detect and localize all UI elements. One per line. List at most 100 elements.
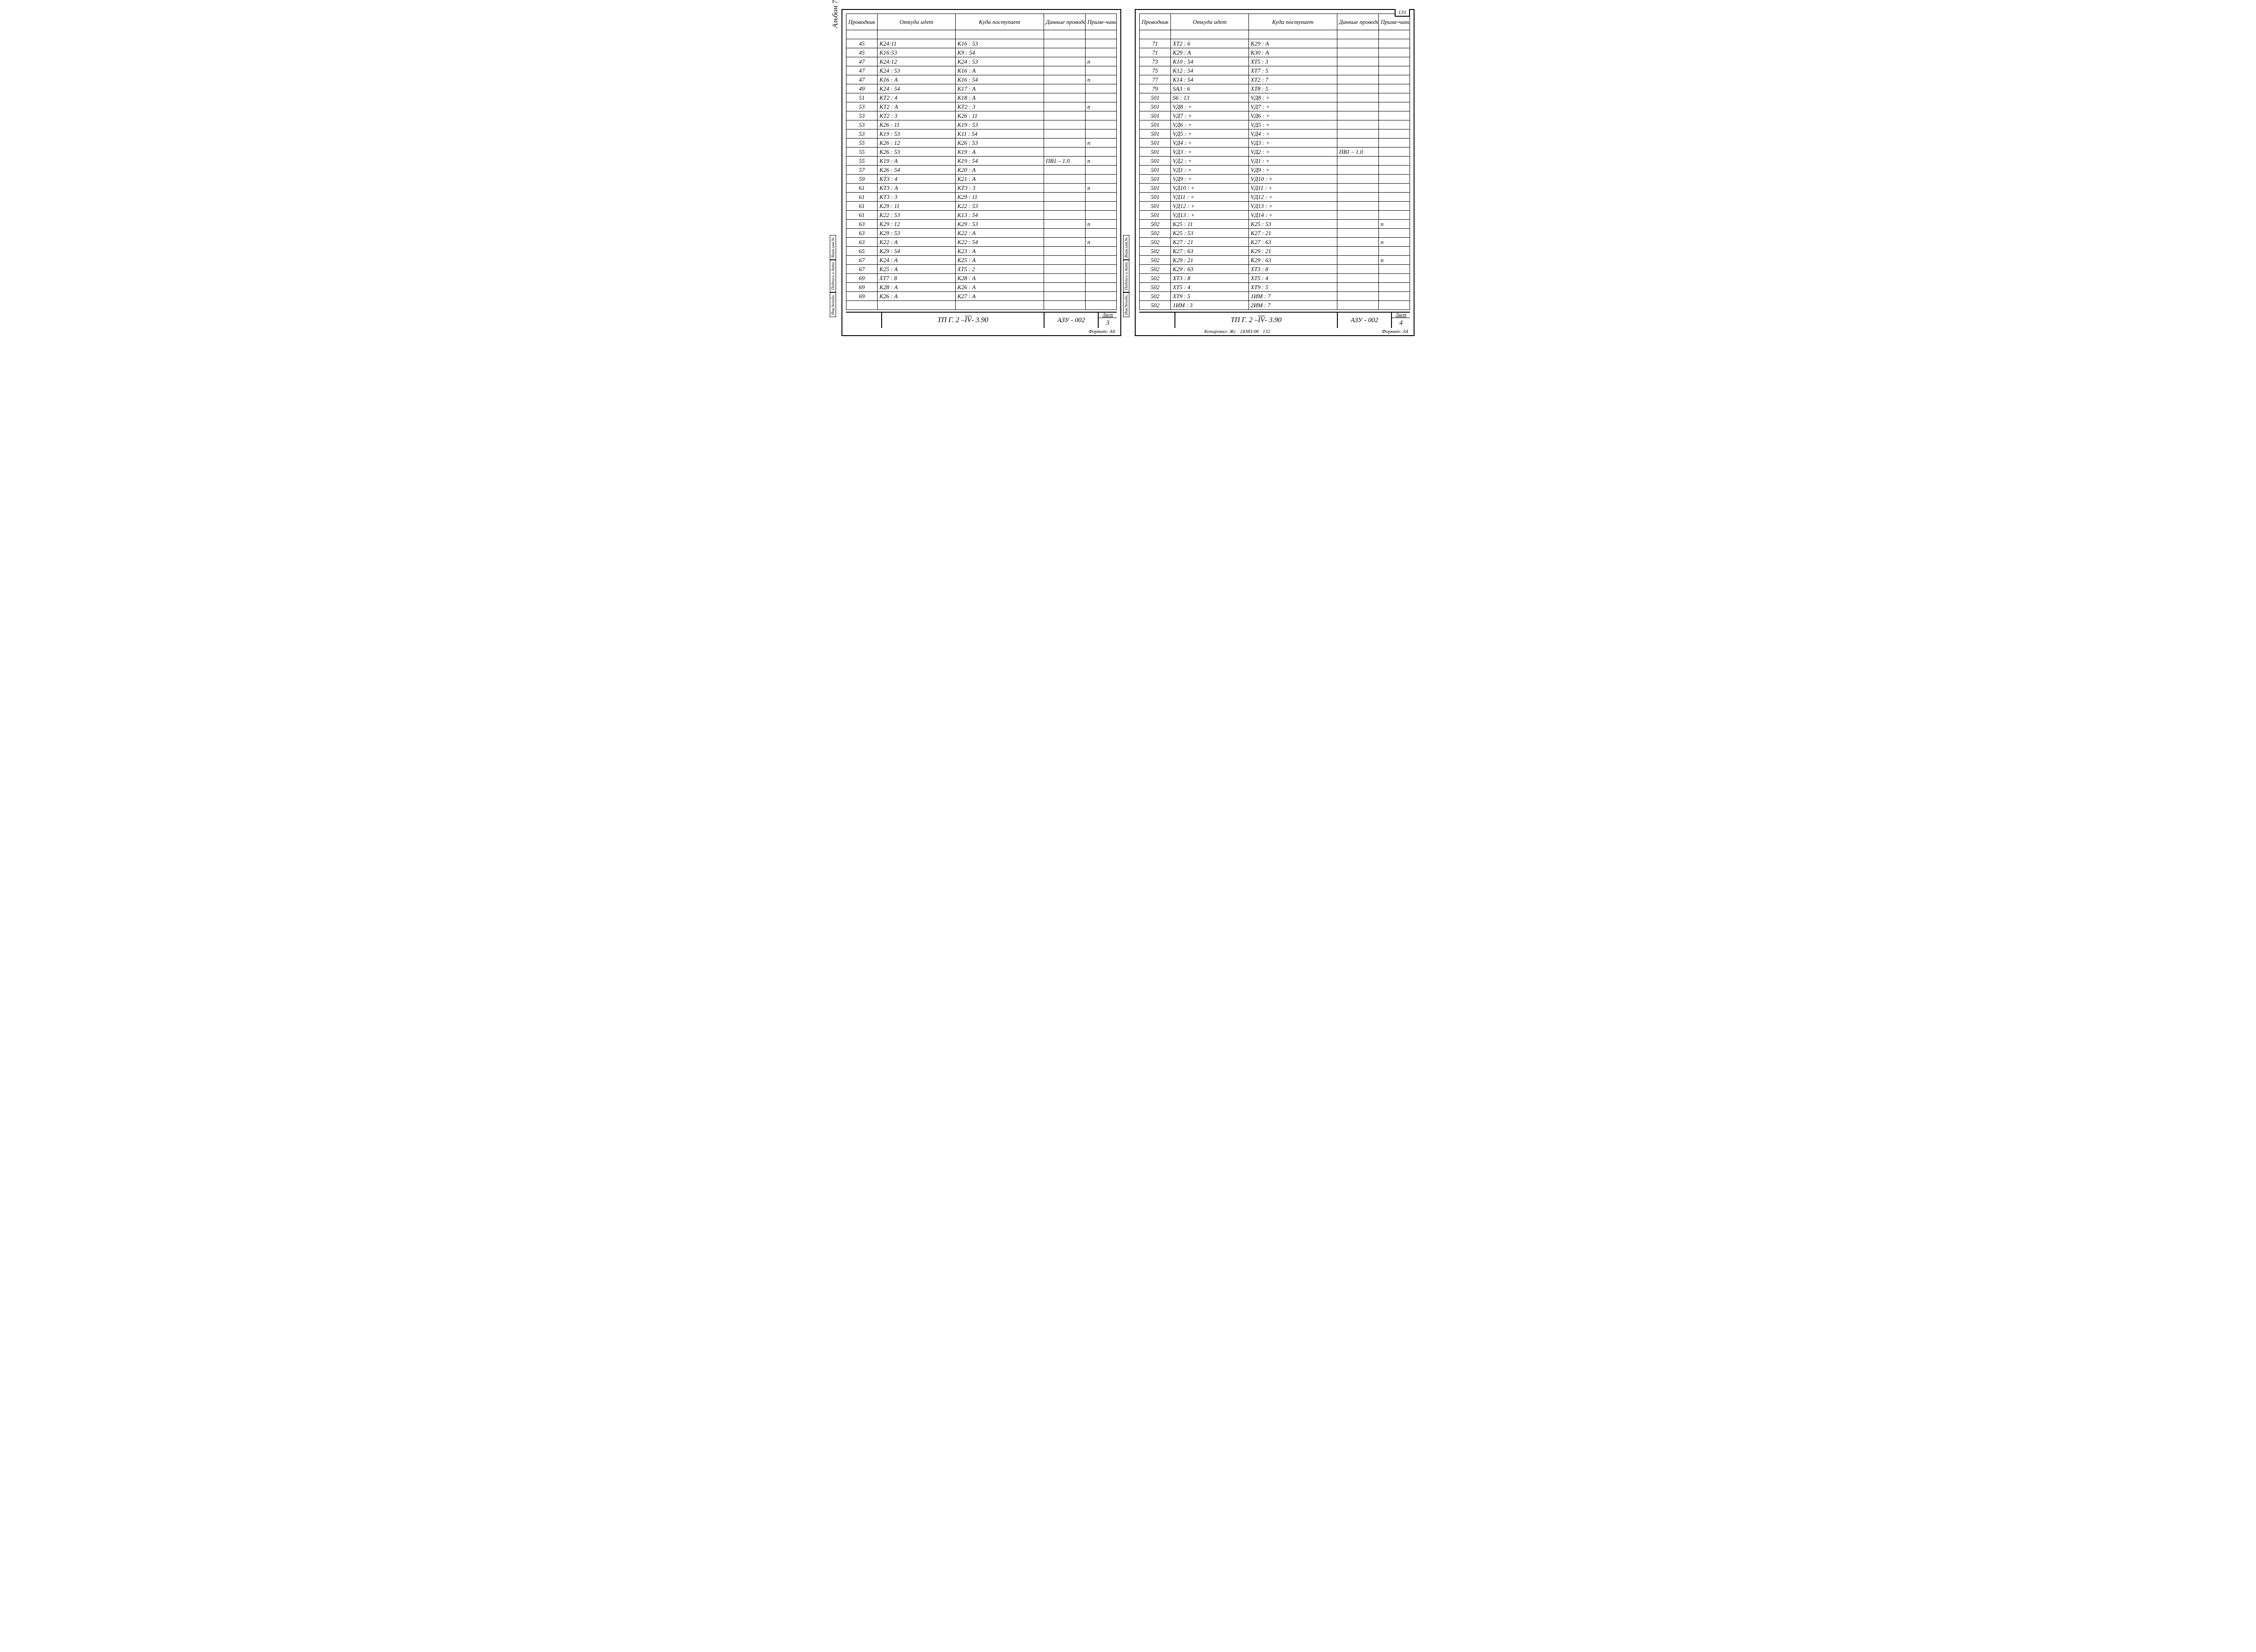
table-cell: К29 : 63 [1248, 256, 1337, 265]
table-row: 63К29 : 12К29 : 53п [846, 220, 1117, 229]
table-cell: 55 [846, 138, 878, 148]
table-cell: ХТ5 : 2 [955, 265, 1044, 274]
table-cell: ПВ1 – 1.0 [1044, 157, 1085, 166]
table-cell: VД14 : + [1248, 211, 1337, 220]
table-cell: К25 : 53 [1171, 229, 1249, 238]
project-title: ТП Г. 2 – IV - 3.90 [882, 313, 1045, 328]
table-row: 502К27 : 63К29 : 21 [1140, 247, 1410, 256]
table-row: 61КТ3 : 3К29 : 11 [846, 193, 1117, 202]
table-cell [1085, 129, 1116, 138]
table-cell [1044, 274, 1085, 283]
sheet-number: 4 [1392, 318, 1410, 328]
table-cell: 502 [1140, 265, 1171, 274]
table-cell: К22 : А [955, 229, 1044, 238]
table-row: 501VД7 : +VД6 : + [1140, 111, 1410, 120]
table-cell: 502 [1140, 220, 1171, 229]
table-cell: 49 [846, 84, 878, 93]
table-cell [1085, 39, 1116, 48]
table-cell [1337, 211, 1378, 220]
table-cell: VД3 : + [1248, 138, 1337, 148]
col-provodnik: Проводник [1140, 14, 1171, 30]
table-cell: К22 : 54 [955, 238, 1044, 247]
sheet-right: 131 Инв.№подл. Подпись и дата Взам.инв.№… [1135, 9, 1415, 336]
table-cell: К24:11 [878, 39, 956, 48]
title-block-left: ТП Г. 2 – IV - 3.90 АЗУ - 002 Лист 3 [846, 312, 1117, 328]
table-cell: К24 : 53 [878, 66, 956, 75]
table-cell: SА3 : 6 [1171, 84, 1249, 93]
table-row: 501S6 : 13VД8 : + [1140, 93, 1410, 102]
table-cell: VД9 : + [1248, 166, 1337, 175]
sheet-left: Альбом 7 Инв.№подл. Подпись и дата Взам.… [841, 9, 1121, 336]
table-row: 67К25 : АХТ5 : 2 [846, 265, 1117, 274]
table-cell [1337, 166, 1378, 175]
side-label: Подпись и дата [830, 260, 836, 292]
format-label: Формат: А4 [1089, 329, 1115, 334]
table-cell [1085, 93, 1116, 102]
table-row: 501VД10 : +VД11 : + [1140, 184, 1410, 193]
table-cell: К12 : 54 [1171, 66, 1249, 75]
col-otkuda: Откуда идет [878, 14, 956, 30]
table-cell: VД13 : + [1248, 202, 1337, 211]
table-cell: 502 [1140, 247, 1171, 256]
side-label: Взам.инв.№ [1123, 235, 1129, 260]
table-cell: 502 [1140, 292, 1171, 301]
table-cell [1044, 175, 1085, 184]
table-row: 501VД5 : +VД4 : + [1140, 129, 1410, 138]
table-cell: ХТ8 : 5 [1248, 84, 1337, 93]
table-row: 502К25 : 11К25 : 53п [1140, 220, 1410, 229]
table-cell [1044, 84, 1085, 93]
table-cell: К22 : А [878, 238, 956, 247]
table-cell: КТ3 : 4 [878, 175, 956, 184]
table-cell: К29 : 21 [1248, 247, 1337, 256]
table-cell: К26 : 11 [878, 120, 956, 129]
table-cell [1044, 202, 1085, 211]
table-cell [1044, 39, 1085, 48]
table-cell: 45 [846, 39, 878, 48]
table-cell [1378, 48, 1410, 57]
col-provodnik: Проводник [846, 14, 878, 30]
table-cell: VД7 : + [1248, 102, 1337, 111]
table-cell [1337, 120, 1378, 129]
table-cell: 55 [846, 148, 878, 157]
table-cell: К16 : 53 [955, 39, 1044, 48]
copier: Копировал: Жс 24383-06 132 [1141, 329, 1270, 334]
table-cell: VД7 : + [1171, 111, 1249, 120]
table-cell: 501 [1140, 157, 1171, 166]
table-cell: 53 [846, 120, 878, 129]
table-cell: VД12 : + [1248, 193, 1337, 202]
table-cell: VД8 : + [1248, 93, 1337, 102]
table-cell: ХТ2 : 6 [1171, 39, 1249, 48]
table-cell [1337, 292, 1378, 301]
table-row: 69К28 : АК26 : А [846, 283, 1117, 292]
table-cell: К26 : 53 [955, 138, 1044, 148]
table-cell [1044, 57, 1085, 66]
table-cell: VД3 : + [1171, 148, 1249, 157]
table-row: 501VД6 : +VД5 : + [1140, 120, 1410, 129]
table-cell: К22 : 53 [955, 202, 1044, 211]
table-cell: К19 : 54 [955, 157, 1044, 166]
table-row: 53К19 : 53К11 : 54 [846, 129, 1117, 138]
table-cell [1337, 175, 1378, 184]
table-cell [1378, 111, 1410, 120]
table-row: 59КТ3 : 4К21 : А [846, 175, 1117, 184]
table-cell: 501 [1140, 102, 1171, 111]
table-cell: 47 [846, 57, 878, 66]
table-cell: К19 : 53 [878, 129, 956, 138]
table-cell: 45 [846, 48, 878, 57]
table-cell: 77 [1140, 75, 1171, 84]
table-cell: 59 [846, 175, 878, 184]
table-row: 53К26 : 11К19 : 53 [846, 120, 1117, 129]
table-cell: К19 : А [955, 148, 1044, 157]
table-cell [1044, 75, 1085, 84]
table-cell: К29 : А [1248, 39, 1337, 48]
table-cell [1378, 102, 1410, 111]
table-cell: 73 [1140, 57, 1171, 66]
spacer-row [846, 301, 1117, 310]
table-cell: 61 [846, 184, 878, 193]
table-row: 55К26 : 12К26 : 53п [846, 138, 1117, 148]
table-cell: К23 : А [955, 247, 1044, 256]
table-row: 61КТ3 : АКТ3 : 3п [846, 184, 1117, 193]
table-cell [1378, 301, 1410, 310]
table-cell: VД12 : + [1171, 202, 1249, 211]
table-cell: VД10 : + [1248, 175, 1337, 184]
